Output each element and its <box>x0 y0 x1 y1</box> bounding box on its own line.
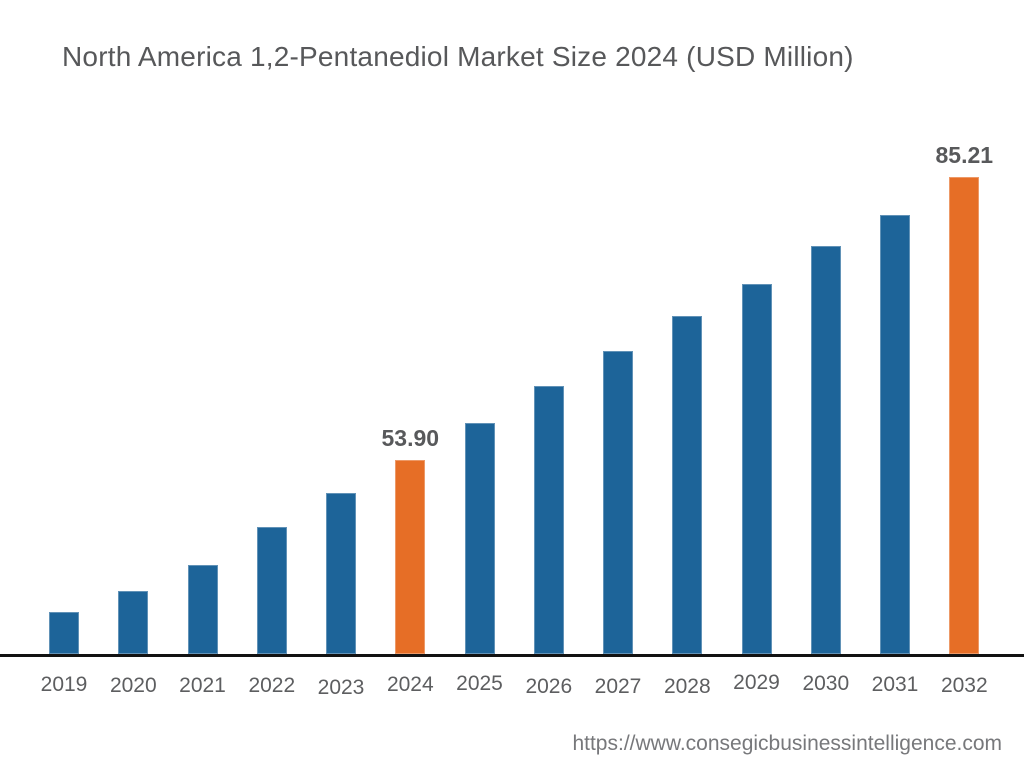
bar-2019 <box>49 612 79 654</box>
x-tick-2024: 2024 <box>386 673 434 696</box>
x-axis-line <box>0 654 1024 657</box>
x-tick-2020: 2020 <box>109 674 157 697</box>
x-tick-2030: 2030 <box>802 672 850 695</box>
value-label-2032: 85.21 <box>935 142 994 168</box>
x-tick-2027: 2027 <box>594 675 642 698</box>
bar-2032 <box>949 177 980 654</box>
bar-2030 <box>810 246 841 654</box>
source-url: https://www.consegicbusinessintelligence… <box>572 732 1002 755</box>
x-tick-2031: 2031 <box>871 673 919 696</box>
bar-2028 <box>672 316 703 654</box>
x-tick-2022: 2022 <box>248 674 296 697</box>
bar-2023 <box>326 493 356 654</box>
x-tick-2019: 2019 <box>40 673 88 696</box>
chart-title: North America 1,2-Pentanediol Market Siz… <box>62 41 854 72</box>
x-tick-2026: 2026 <box>525 675 573 698</box>
x-tick-2021: 2021 <box>179 674 226 697</box>
x-tick-2029: 2029 <box>733 671 780 694</box>
bar-2026 <box>533 386 564 654</box>
x-tick-2028: 2028 <box>663 675 711 698</box>
plot-area: 53.90 85.21 <box>0 124 1024 654</box>
bar-2027 <box>603 351 633 654</box>
bar-2024 <box>395 460 426 654</box>
x-tick-2025: 2025 <box>456 672 503 695</box>
bar-2020 <box>118 591 149 654</box>
bar-2029 <box>741 284 772 654</box>
bar-2022 <box>256 527 287 654</box>
value-label-2024: 53.90 <box>381 425 440 451</box>
x-tick-2023: 2023 <box>317 676 365 699</box>
bar-2031 <box>880 215 910 654</box>
bar-2025 <box>464 423 495 654</box>
x-tick-2032: 2032 <box>940 674 988 697</box>
bar-2021 <box>187 565 218 654</box>
